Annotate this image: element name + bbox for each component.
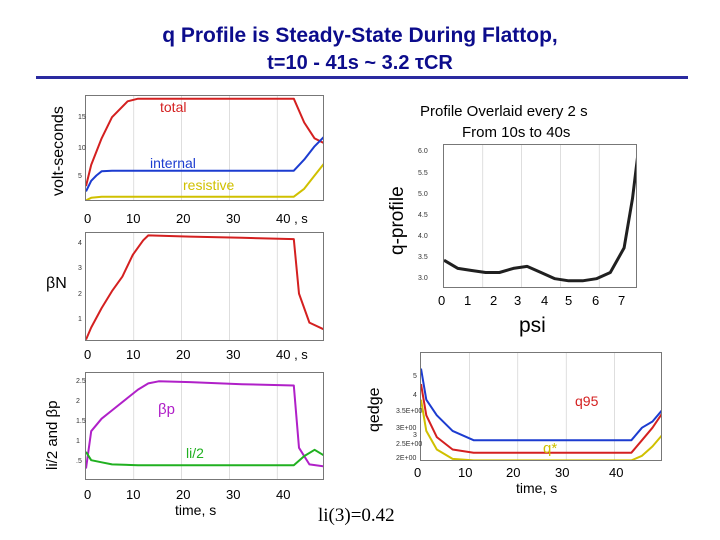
betaP-ytick-1: 1 (76, 438, 80, 445)
label-qstar: q* (543, 440, 558, 457)
volt-xtick-10: 10 (126, 211, 141, 226)
slide-title-line1: q Profile is Steady-State During Flattop… (162, 24, 558, 47)
betaP-series-1 (86, 448, 323, 467)
qprof-svg (444, 145, 636, 287)
volt-series-1 (86, 136, 323, 192)
betaN-ytick-2: 2 (78, 291, 82, 298)
qprof-ytick-6.0: 6.0 (418, 148, 428, 155)
qedge-xtick-0: 0 (414, 465, 422, 480)
label-total: total (160, 99, 187, 115)
volt-series-2 (86, 163, 323, 200)
qprof-ylabel: q-profile (387, 186, 408, 255)
qprof-ytick-5.0: 5.0 (418, 191, 428, 198)
volt-xtick-30: 30 (226, 211, 241, 226)
qprof-xtick-1: 1 (464, 293, 472, 308)
betaP-ytick-2: 2 (76, 398, 80, 405)
qedge-ytick-4: 4 (413, 392, 417, 399)
qedge-series-2 (421, 399, 661, 460)
volt-ytick-10: 10 (78, 145, 86, 152)
qedge-ylabel: qedge (366, 387, 383, 433)
title-rule (36, 76, 688, 79)
volt-xtick-0: 0 (84, 211, 92, 226)
betaP-ytick-.5: .5 (76, 458, 82, 465)
betaN-ytick-3: 3 (78, 265, 82, 272)
qedge-series-0 (421, 368, 661, 442)
betaN-series-0 (86, 234, 323, 340)
betaN-xtick-40: 40 , s (276, 347, 308, 362)
volt-series-0 (86, 97, 323, 187)
betaP-xtick-30: 30 (226, 487, 241, 502)
qprof-plot (443, 144, 637, 288)
qprof-series-0 (444, 157, 636, 283)
qedge-xtick-10: 10 (458, 465, 473, 480)
betaN-svg (86, 233, 323, 340)
qprof-ytick-5.5: 5.5 (418, 170, 428, 177)
qprof-subtitle: From 10s to 40s (462, 124, 571, 141)
qprof-title: Profile Overlaid every 2 s (420, 103, 588, 120)
qedge-xtick-40: 40 (609, 465, 624, 480)
betaN-ytick-4: 4 (78, 240, 82, 247)
qedge-ytick-3: 3 (413, 432, 417, 439)
qedge-xtick-20: 20 (506, 465, 521, 480)
betaN-xtick-10: 10 (126, 347, 141, 362)
qprof-xtick-5: 5 (565, 293, 573, 308)
betaP-svg (86, 373, 323, 479)
qprof-xtick-3: 3 (514, 293, 522, 308)
label-betaP: βp (158, 401, 175, 418)
li-formula: li(3)=0.42 (318, 505, 395, 526)
qprof-xtick-0: 0 (438, 293, 446, 308)
qprof-xtick-7: 7 (618, 293, 626, 308)
label-resistive: resistive (183, 177, 235, 193)
qedge-small-ytick-0: 3.5E+00 (396, 408, 423, 415)
qprof-ytick-3.5: 3.5 (418, 254, 428, 261)
volt-seconds-svg (86, 96, 323, 200)
betaN-ytick-1: 1 (78, 316, 82, 323)
qedge-svg (421, 353, 661, 460)
qedge-small-ytick-3: 2E+00 (396, 455, 417, 462)
volt-ytick-15: 15 (78, 114, 86, 121)
qprof-ytick-4.5: 4.5 (418, 212, 428, 219)
qprof-ytick-3.0: 3.0 (418, 275, 428, 282)
qprof-xlabel: psi (519, 314, 546, 337)
betaN-xtick-0: 0 (84, 347, 92, 362)
qedge-small-ytick-2: 2.5E+00 (396, 441, 423, 448)
betaP-plot (85, 372, 324, 480)
time-label-right: time, s (516, 480, 558, 496)
volt-xtick-20: 20 (176, 211, 191, 226)
qedge-ytick-5: 5 (413, 373, 417, 380)
time-label-left: time, s (175, 502, 217, 518)
betaP-ytick-2.5: 2.5 (76, 378, 86, 385)
qedge-small-ytick-1: 3E+00 (396, 425, 417, 432)
volt-xtick-40: 40 , s (276, 211, 308, 226)
betaP-xtick-40: 40 (276, 487, 291, 502)
volt-ytick-5: 5 (78, 173, 82, 180)
qprof-xtick-4: 4 (541, 293, 549, 308)
label-li2: li/2 (186, 445, 204, 461)
qedge-series-1 (421, 383, 661, 454)
volt-seconds-plot (85, 95, 324, 201)
betaP-xtick-0: 0 (84, 487, 92, 502)
betaN-plot (85, 232, 324, 341)
qedge-plot (420, 352, 662, 461)
betaN-ylabel: βN (46, 275, 67, 292)
qedge-xtick-30: 30 (555, 465, 570, 480)
qprof-xtick-2: 2 (490, 293, 498, 308)
betaP-ytick-1.5: 1.5 (76, 418, 86, 425)
betaN-xtick-20: 20 (176, 347, 191, 362)
qprof-xtick-6: 6 (592, 293, 600, 308)
betaP-ylabel: li/2 and βp (44, 400, 61, 470)
betaP-xtick-10: 10 (126, 487, 141, 502)
betaN-xtick-30: 30 (226, 347, 241, 362)
label-q95: q95 (575, 393, 599, 409)
betaP-xtick-20: 20 (176, 487, 191, 502)
label-internal: internal (150, 155, 196, 171)
volt-ylabel: volt-seconds (50, 106, 67, 196)
betaP-series-0 (86, 380, 323, 469)
qprof-ytick-4.0: 4.0 (418, 233, 428, 240)
slide-title-line2: t=10 - 41s ~ 3.2 τCR (267, 52, 453, 74)
